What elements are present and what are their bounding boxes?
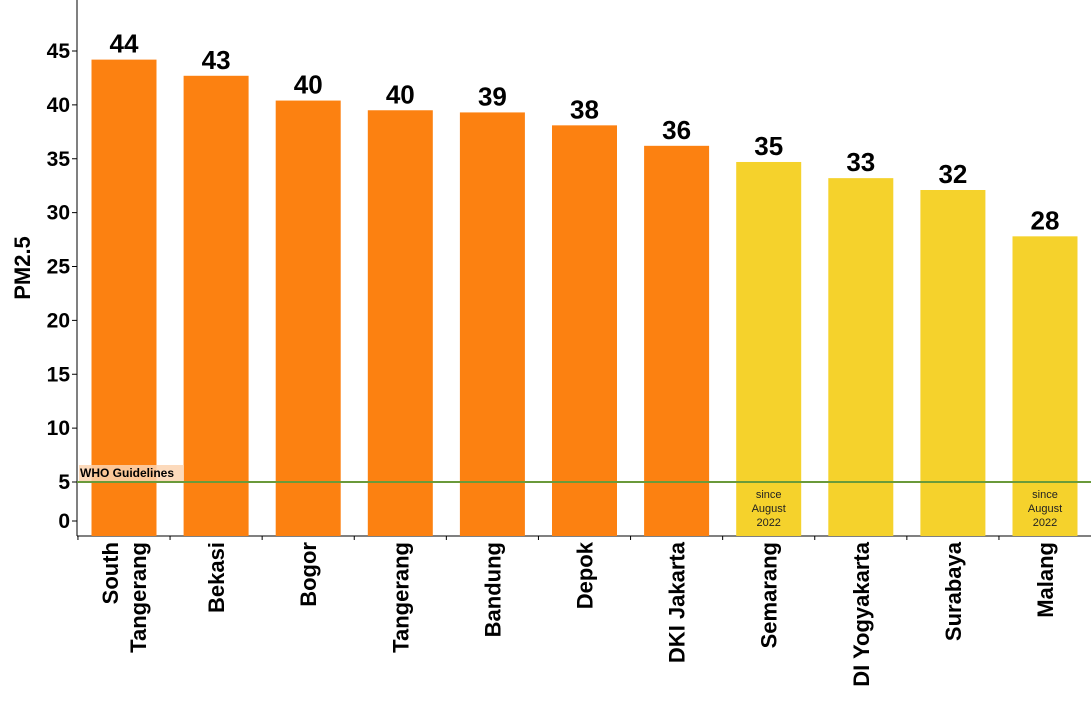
y-tick-label: 40 — [47, 94, 70, 117]
bar — [367, 110, 433, 536]
value-label: 40 — [294, 70, 323, 100]
category-label-line: DKI Jakarta — [665, 541, 690, 663]
category-label: Malang — [1033, 542, 1058, 618]
category-label-line: Depok — [573, 541, 598, 609]
category-label: Surabaya — [941, 541, 966, 641]
value-labels: 44 43 40 40 39 38 36 35 33 32 28 — [110, 29, 1060, 236]
bar — [183, 75, 249, 536]
category-label-line: Bandung — [480, 542, 505, 637]
value-label: 40 — [386, 79, 415, 109]
bar — [1012, 236, 1078, 536]
category-label: DI Yogyakarta — [849, 541, 874, 686]
y-tick-label: 35 — [47, 148, 71, 171]
category-label-line: DI Yogyakarta — [849, 541, 874, 686]
bar — [920, 189, 986, 536]
category-label-line: Bekasi — [204, 542, 229, 613]
value-label: 44 — [110, 29, 139, 59]
y-tick-label: 45 — [47, 40, 71, 63]
value-label: 43 — [202, 45, 231, 75]
bar — [91, 59, 157, 537]
category-label: Depok — [573, 541, 598, 609]
category-label: Tangerang — [388, 542, 413, 653]
value-label: 32 — [938, 159, 967, 189]
category-label-line: South — [98, 542, 123, 604]
bar-note: since August 2022 — [752, 489, 786, 529]
y-tick-label: 25 — [47, 256, 71, 279]
who-guideline-label: WHO Guidelines — [80, 466, 174, 480]
category-label: DKI Jakarta — [665, 541, 690, 663]
y-tick-label: 0 — [58, 510, 70, 533]
bar — [644, 145, 710, 536]
category-label: South Tangerang — [98, 542, 151, 653]
bars — [77, 59, 1078, 540]
who-guideline: WHO Guidelines — [77, 465, 1091, 483]
y-axis: 0 5 10 15 20 25 30 35 40 45 — [47, 0, 1091, 537]
bar — [736, 161, 802, 537]
category-label-line: Surabaya — [941, 541, 966, 641]
bar — [275, 100, 341, 536]
value-label: 28 — [1031, 205, 1060, 235]
y-tick-label: 20 — [47, 309, 70, 332]
y-tick-label: 30 — [47, 202, 70, 225]
category-label: Semarang — [757, 542, 782, 648]
bar-note: since August 2022 — [1028, 489, 1062, 529]
y-axis-title: PM2.5 — [10, 236, 35, 300]
value-label: 33 — [846, 147, 875, 177]
category-label: Bandung — [480, 542, 505, 637]
y-tick-label: 15 — [47, 363, 71, 386]
category-label-line: Tangerang — [126, 542, 151, 653]
x-axis-labels: South Tangerang Bekasi Bogor Tangerang Bandun… — [98, 541, 1058, 686]
category-label: Bogor — [296, 542, 321, 607]
bar-notes: since August 2022 since August 2022 — [752, 489, 1063, 529]
who-guideline-label-bg — [79, 465, 184, 481]
category-label: Bekasi — [204, 542, 229, 613]
category-label-line: Tangerang — [388, 542, 413, 653]
bar — [459, 112, 525, 536]
category-label-line: Bogor — [296, 542, 321, 607]
y-tick-label: 5 — [58, 471, 70, 494]
category-label-line: Malang — [1033, 542, 1058, 618]
y-tick-label: 10 — [47, 417, 70, 440]
bar — [828, 178, 894, 536]
category-label-line: Semarang — [757, 542, 782, 648]
bar — [552, 125, 617, 536]
value-label: 39 — [478, 81, 507, 111]
value-label: 36 — [662, 115, 691, 145]
value-label: 35 — [754, 131, 783, 161]
value-label: 38 — [570, 94, 599, 124]
